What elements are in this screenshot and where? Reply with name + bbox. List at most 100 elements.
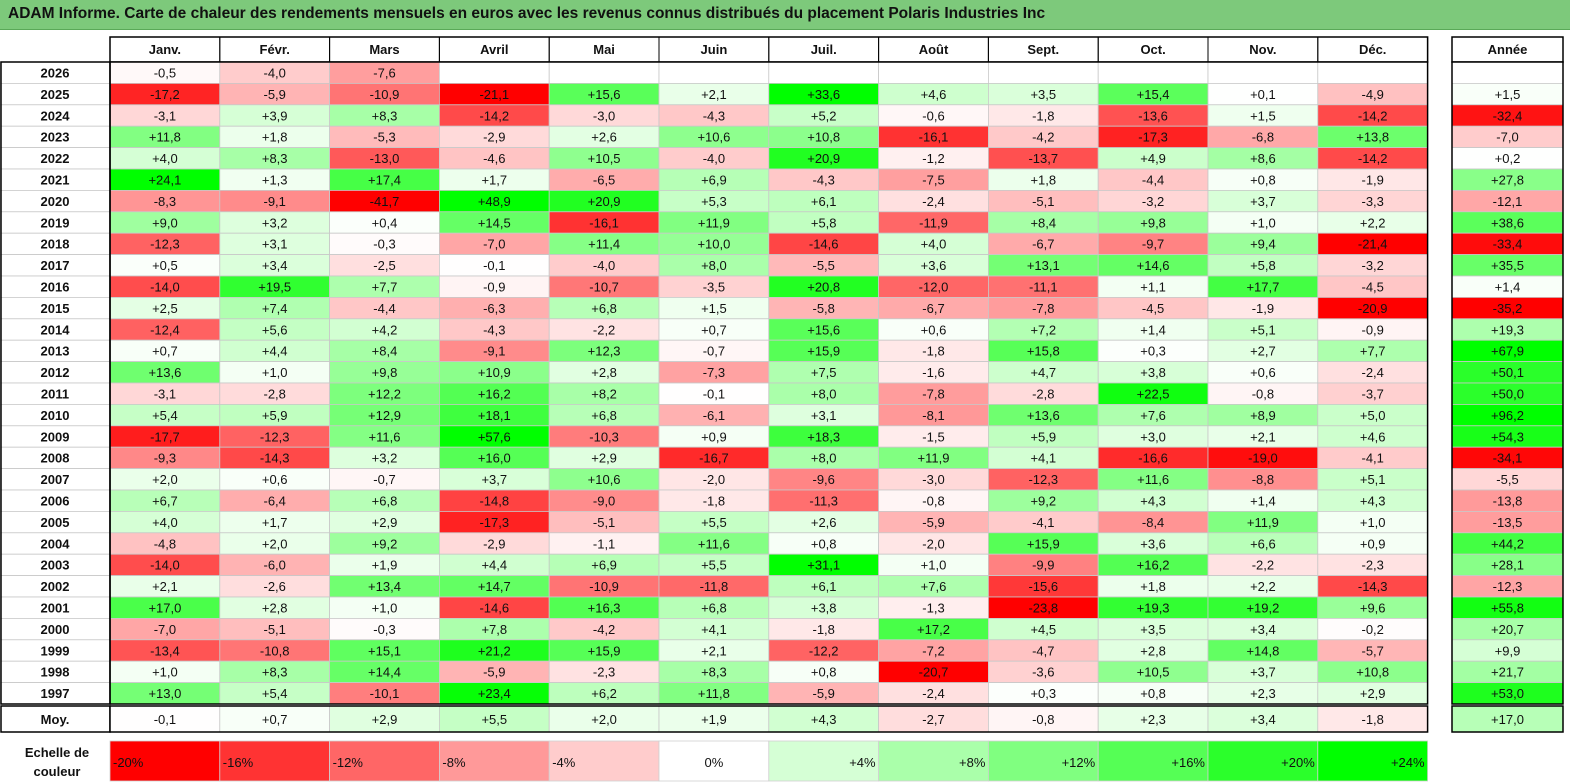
cell-value: +0,8 (811, 536, 837, 551)
cell-value: +2,7 (1250, 344, 1276, 359)
cell-value: -5,9 (483, 665, 505, 680)
annual-value: +0,2 (1495, 151, 1521, 166)
cell-value: -16,7 (699, 451, 729, 466)
cell-value: -6,3 (483, 301, 505, 316)
cell-value: -5,9 (922, 515, 944, 530)
cell-value: +3,4 (262, 258, 288, 273)
cell-value: +9,2 (1030, 494, 1056, 509)
annual-value: -34,1 (1493, 451, 1523, 466)
month-label: Juin (701, 42, 728, 57)
cell-value: -2,8 (1032, 387, 1054, 402)
cell-value: +2,3 (1250, 686, 1276, 701)
annual-value: +96,2 (1491, 408, 1524, 423)
color-scale-swatch (878, 740, 989, 782)
cell-value: +15,4 (1137, 87, 1170, 102)
cell-value: +15,6 (807, 322, 840, 337)
month-label: Août (919, 42, 949, 57)
page-title: ADAM Informe. Carte de chaleur des rende… (8, 5, 1046, 22)
cell-value: -10,3 (589, 429, 619, 444)
cell-value: +0,6 (921, 322, 947, 337)
cell-value: -5,7 (1361, 643, 1383, 658)
heatmap-cell (438, 61, 550, 84)
cell-value: +10,6 (697, 130, 730, 145)
cell-value: +6,8 (372, 494, 398, 509)
cell-value: +14,6 (1137, 258, 1170, 273)
year-label: 2013 (41, 344, 70, 359)
color-scale-step-label: -8% (442, 755, 466, 770)
cell-value: +9,2 (372, 536, 398, 551)
cell-value: +1,0 (152, 665, 178, 680)
cell-value: +1,9 (372, 558, 398, 573)
cell-value: -20,9 (1358, 301, 1388, 316)
cell-value: +8,3 (701, 665, 727, 680)
month-label: Févr. (260, 42, 290, 57)
cell-value: -17,3 (479, 515, 509, 530)
heatmap-cell (1097, 61, 1209, 84)
cell-value: +8,0 (811, 451, 837, 466)
cell-value: +11,8 (698, 686, 730, 701)
cell-value: -4,7 (1032, 643, 1054, 658)
cell-value: +23,4 (478, 686, 511, 701)
annual-value: -7,0 (1496, 130, 1518, 145)
cell-value: -0,7 (703, 344, 725, 359)
cell-value: +3,8 (1140, 365, 1166, 380)
year-label: 2026 (41, 66, 70, 81)
annual-value: +67,9 (1491, 344, 1524, 359)
cell-value: +0,7 (701, 322, 727, 337)
cell-value: +5,9 (262, 408, 288, 423)
cell-value: -3,3 (1361, 194, 1383, 209)
cell-value: +4,1 (701, 622, 727, 637)
color-scale-step-label: -4% (552, 755, 576, 770)
cell-value: +10,5 (1137, 665, 1170, 680)
cell-value: +7,4 (262, 301, 288, 316)
color-scale-step-label: +20% (1281, 755, 1315, 770)
cell-value: -9,6 (812, 472, 834, 487)
cell-value: -12,0 (919, 280, 949, 295)
cell-value: +6,8 (591, 408, 617, 423)
cell-value: +10,9 (478, 365, 511, 380)
average-cell (219, 705, 331, 733)
cell-value: -2,9 (483, 536, 505, 551)
cell-value: +0,7 (152, 344, 178, 359)
year-label: 2012 (41, 365, 70, 380)
cell-value: +6,6 (1250, 536, 1276, 551)
cell-value: +13,6 (148, 365, 181, 380)
cell-value: +3,7 (1250, 194, 1276, 209)
cell-value: -7,6 (373, 66, 395, 81)
cell-value: -7,2 (922, 643, 944, 658)
cell-value: -1,5 (922, 429, 944, 444)
average-value: +2,0 (591, 712, 617, 727)
cell-value: -5,3 (373, 130, 395, 145)
annual-column-border (1451, 61, 1564, 705)
cell-value: +5,1 (1360, 472, 1386, 487)
cell-value: -2,3 (593, 665, 615, 680)
cell-value: +2,2 (1360, 215, 1386, 230)
cell-value: -1,3 (922, 601, 944, 616)
cell-value: -8,8 (1252, 472, 1274, 487)
cell-value: +7,5 (811, 365, 837, 380)
cell-value: +6,8 (591, 301, 617, 316)
annual-value: +1,4 (1495, 280, 1521, 295)
color-scale-step-label: +12% (1062, 755, 1096, 770)
cell-value: -5,1 (593, 515, 615, 530)
cell-value: -14,2 (479, 108, 509, 123)
cell-value: -14,6 (809, 237, 839, 252)
cell-value: -0,7 (373, 472, 395, 487)
cell-value: +3,6 (921, 258, 947, 273)
cell-value: -7,5 (922, 173, 944, 188)
heatmap-cell (1207, 61, 1319, 84)
cell-value: +15,9 (807, 344, 840, 359)
annual-value: +35,5 (1491, 258, 1524, 273)
cell-value: +6,8 (701, 601, 727, 616)
cell-value: -2,3 (1361, 558, 1383, 573)
cell-value: -1,8 (703, 494, 725, 509)
annual-value: -13,8 (1493, 494, 1523, 509)
cell-value: -21,4 (1358, 237, 1388, 252)
color-scale-step-label: +16% (1171, 755, 1205, 770)
cell-value: -12,2 (809, 643, 839, 658)
cell-value: -41,7 (370, 194, 400, 209)
color-scale-swatch (219, 740, 331, 782)
cell-value: +8,0 (811, 387, 837, 402)
cell-value: +4,4 (481, 558, 507, 573)
